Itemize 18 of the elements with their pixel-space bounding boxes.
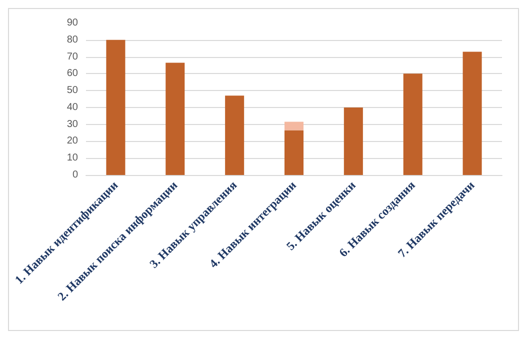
bar (284, 122, 304, 130)
y-tick-label: 70 (66, 51, 78, 62)
y-tick-label: 30 (66, 118, 78, 130)
bar (225, 96, 244, 175)
bar (462, 52, 482, 175)
bar (284, 130, 304, 175)
bar (106, 40, 126, 175)
y-tick-label: 0 (72, 170, 78, 180)
bar (403, 74, 422, 175)
y-tick-label: 10 (66, 152, 78, 164)
bar (166, 62, 185, 175)
y-tick-label: 60 (66, 68, 78, 80)
y-tick-label: 20 (66, 136, 78, 147)
y-tick-label: 50 (66, 85, 78, 96)
bar (344, 107, 363, 175)
y-tick-label: 80 (66, 34, 78, 46)
y-tick-label: 90 (66, 18, 78, 28)
y-tick-label: 40 (66, 102, 78, 113)
